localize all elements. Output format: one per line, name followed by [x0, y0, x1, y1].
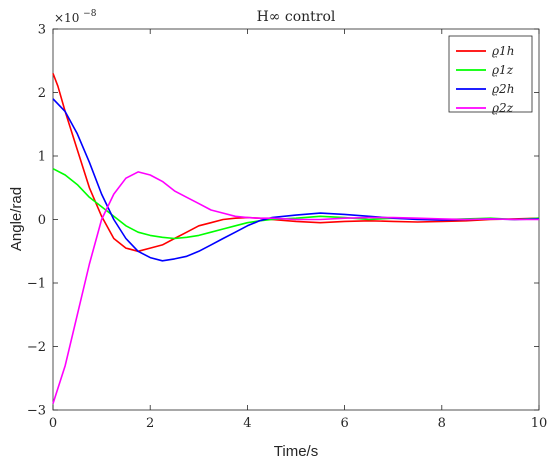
- y-tick-label: 0: [38, 213, 46, 228]
- legend-label-2: ϱ1z: [492, 63, 514, 77]
- x-tick-label: 6: [340, 416, 348, 431]
- legend-label-4: ϱ2z: [492, 101, 514, 115]
- series-line-4: [52, 171, 539, 404]
- y-tick-label: 1: [38, 150, 46, 165]
- y-axis-label: Angle/rad: [8, 187, 25, 251]
- series-line-3: [52, 98, 540, 262]
- y-tick-label: −1: [27, 277, 46, 292]
- x-tick-label: 0: [49, 416, 57, 431]
- x-tick-label: 2: [146, 416, 154, 431]
- y-exponent: ×10 −8: [54, 9, 97, 25]
- y-exponent-base: ×10: [54, 11, 79, 25]
- x-axis-label: Time/s: [274, 443, 318, 460]
- legend-box: [448, 35, 533, 113]
- x-tick-label: 10: [531, 416, 548, 431]
- plot-area: [52, 28, 540, 411]
- x-tick-label: 8: [438, 416, 446, 431]
- y-tick-label: −2: [27, 340, 46, 355]
- series-lines: [52, 73, 540, 404]
- y-exponent-power: −8: [83, 9, 97, 19]
- y-tick-label: −3: [27, 404, 46, 419]
- y-tick-label: 2: [38, 86, 46, 101]
- series-line-1: [52, 73, 540, 253]
- tick-labels: 0 2 4 6 8 10 −3 −2 −1 0 1 2 3: [27, 23, 547, 432]
- x-tick-label: 4: [243, 416, 251, 431]
- legend-label-3: ϱ2h: [492, 82, 514, 96]
- y-tick-label: 3: [38, 23, 46, 38]
- legend: ϱ1h ϱ1z ϱ2h ϱ2z: [448, 35, 533, 115]
- legend-label-1: ϱ1h: [492, 44, 514, 58]
- chart-title: H∞ control: [257, 9, 336, 25]
- svg-text:×10 −8: ×10 −8: [54, 9, 97, 25]
